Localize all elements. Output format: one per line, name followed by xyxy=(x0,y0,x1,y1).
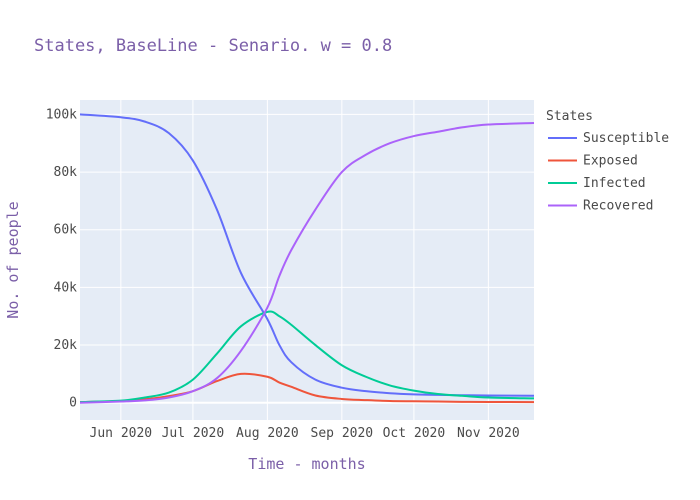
y-tick-label: 60k xyxy=(54,223,78,238)
legend-label-infected: Infected xyxy=(583,176,646,191)
x-tick-label: Nov 2020 xyxy=(457,426,520,441)
x-tick-label: Sep 2020 xyxy=(311,426,374,441)
x-axis-title: Time - months xyxy=(248,455,365,473)
series-layer xyxy=(79,113,535,404)
legend-label-recovered: Recovered xyxy=(583,199,653,214)
y-tick-label: 0 xyxy=(69,396,77,411)
series-line-recovered xyxy=(79,122,535,404)
x-tick-label: Jun 2020 xyxy=(90,426,153,441)
legend-label-susceptible: Susceptible xyxy=(583,131,669,146)
chart-title: States, BaseLine - Senario. w = 0.8 xyxy=(34,36,392,56)
x-tick-label: Oct 2020 xyxy=(383,426,446,441)
series-line-infected xyxy=(79,310,535,404)
y-tick-label: 100k xyxy=(46,107,77,122)
y-tick-label: 20k xyxy=(54,338,78,353)
legend: States Susceptible Exposed Infected Recover… xyxy=(546,109,669,214)
x-tick-label: Aug 2020 xyxy=(236,426,299,441)
y-tick-label: 80k xyxy=(54,165,78,180)
plot-area xyxy=(80,100,534,420)
x-tick-label: Jul 2020 xyxy=(162,426,225,441)
legend-label-exposed: Exposed xyxy=(583,154,638,169)
y-axis-title: No. of people xyxy=(4,201,22,318)
y-tick-label: 40k xyxy=(54,280,78,295)
x-axis: Jun 2020 Jul 2020 Aug 2020 Sep 2020 Oct 2020… xyxy=(90,426,520,441)
y-axis: 0 20k 40k 60k 80k 100k xyxy=(46,107,77,410)
legend-title: States xyxy=(546,109,593,124)
series-line-exposed xyxy=(79,372,535,404)
